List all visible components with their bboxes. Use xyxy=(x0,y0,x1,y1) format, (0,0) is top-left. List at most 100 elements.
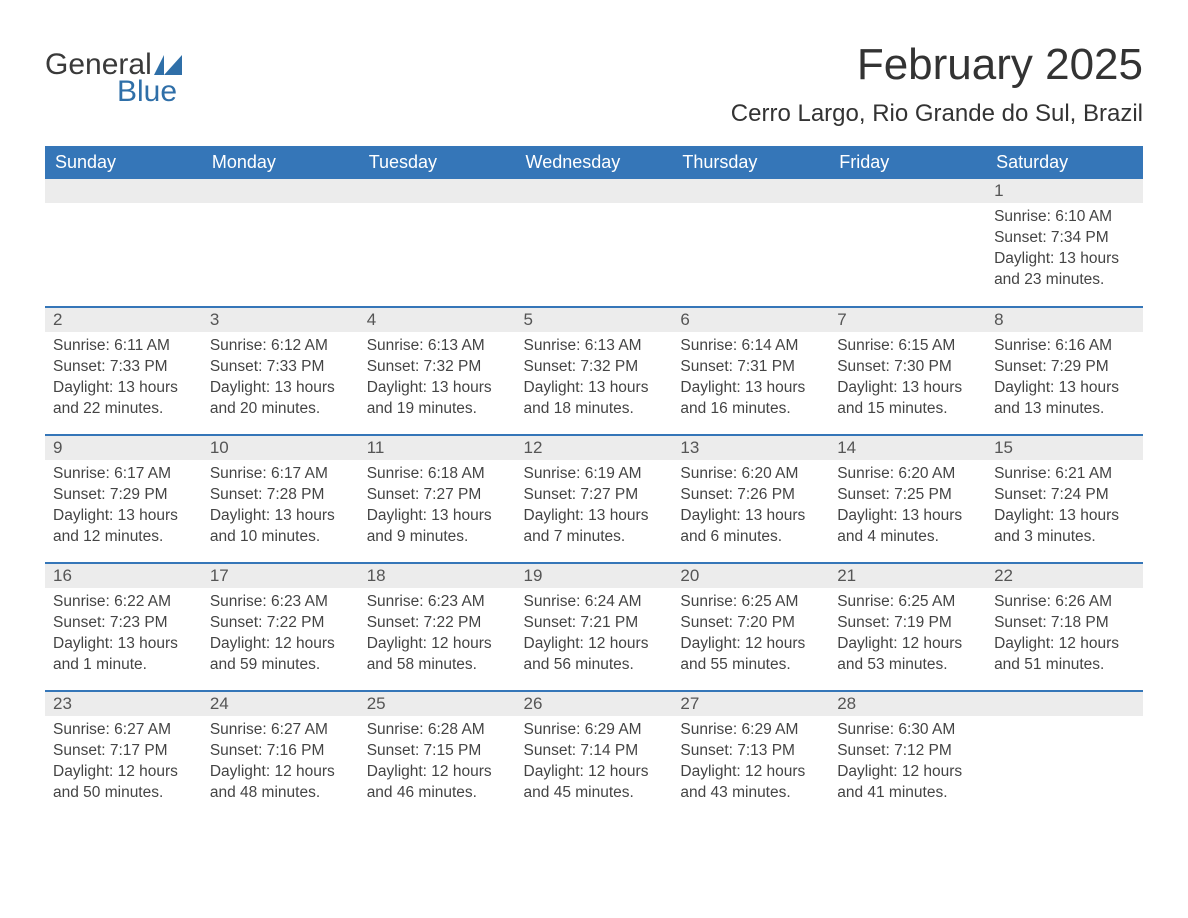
day-data: Sunrise: 6:19 AMSunset: 7:27 PMDaylight:… xyxy=(516,460,673,556)
day-data: Sunrise: 6:24 AMSunset: 7:21 PMDaylight:… xyxy=(516,588,673,684)
sunrise-text: Sunrise: 6:16 AM xyxy=(994,336,1135,357)
day-cell: 8Sunrise: 6:16 AMSunset: 7:29 PMDaylight… xyxy=(986,307,1143,435)
sunset-text: Sunset: 7:22 PM xyxy=(367,613,508,634)
day-data: Sunrise: 6:14 AMSunset: 7:31 PMDaylight:… xyxy=(672,332,829,428)
day-number xyxy=(829,179,986,203)
day-number: 26 xyxy=(516,692,673,716)
sunset-text: Sunset: 7:12 PM xyxy=(837,741,978,762)
day-cell xyxy=(202,179,359,307)
day-number: 11 xyxy=(359,436,516,460)
sunset-text: Sunset: 7:16 PM xyxy=(210,741,351,762)
sunset-text: Sunset: 7:23 PM xyxy=(53,613,194,634)
sunrise-text: Sunrise: 6:20 AM xyxy=(837,464,978,485)
day-number: 13 xyxy=(672,436,829,460)
day-number: 7 xyxy=(829,308,986,332)
sunset-text: Sunset: 7:27 PM xyxy=(524,485,665,506)
day-number: 28 xyxy=(829,692,986,716)
week-row: 2Sunrise: 6:11 AMSunset: 7:33 PMDaylight… xyxy=(45,307,1143,435)
sunset-text: Sunset: 7:32 PM xyxy=(524,357,665,378)
sunset-text: Sunset: 7:24 PM xyxy=(994,485,1135,506)
day-cell: 19Sunrise: 6:24 AMSunset: 7:21 PMDayligh… xyxy=(516,563,673,691)
day-data: Sunrise: 6:28 AMSunset: 7:15 PMDaylight:… xyxy=(359,716,516,812)
daylight-text: Daylight: 13 hours and 13 minutes. xyxy=(994,378,1135,420)
day-cell xyxy=(516,179,673,307)
daylight-text: Daylight: 12 hours and 50 minutes. xyxy=(53,762,194,804)
weekday-header: Wednesday xyxy=(516,146,673,179)
day-data: Sunrise: 6:29 AMSunset: 7:13 PMDaylight:… xyxy=(672,716,829,812)
month-title: February 2025 xyxy=(731,40,1143,90)
daylight-text: Daylight: 13 hours and 12 minutes. xyxy=(53,506,194,548)
sunset-text: Sunset: 7:28 PM xyxy=(210,485,351,506)
day-number: 20 xyxy=(672,564,829,588)
sunrise-text: Sunrise: 6:18 AM xyxy=(367,464,508,485)
day-cell: 6Sunrise: 6:14 AMSunset: 7:31 PMDaylight… xyxy=(672,307,829,435)
day-data: Sunrise: 6:29 AMSunset: 7:14 PMDaylight:… xyxy=(516,716,673,812)
day-data: Sunrise: 6:16 AMSunset: 7:29 PMDaylight:… xyxy=(986,332,1143,428)
sunset-text: Sunset: 7:15 PM xyxy=(367,741,508,762)
sunrise-text: Sunrise: 6:13 AM xyxy=(524,336,665,357)
day-cell: 10Sunrise: 6:17 AMSunset: 7:28 PMDayligh… xyxy=(202,435,359,563)
daylight-text: Daylight: 13 hours and 20 minutes. xyxy=(210,378,351,420)
sunset-text: Sunset: 7:14 PM xyxy=(524,741,665,762)
calendar-table: SundayMondayTuesdayWednesdayThursdayFrid… xyxy=(45,146,1143,819)
day-data: Sunrise: 6:11 AMSunset: 7:33 PMDaylight:… xyxy=(45,332,202,428)
daylight-text: Daylight: 13 hours and 3 minutes. xyxy=(994,506,1135,548)
day-cell: 5Sunrise: 6:13 AMSunset: 7:32 PMDaylight… xyxy=(516,307,673,435)
day-cell: 16Sunrise: 6:22 AMSunset: 7:23 PMDayligh… xyxy=(45,563,202,691)
daylight-text: Daylight: 12 hours and 56 minutes. xyxy=(524,634,665,676)
day-number: 14 xyxy=(829,436,986,460)
sunset-text: Sunset: 7:20 PM xyxy=(680,613,821,634)
sunrise-text: Sunrise: 6:27 AM xyxy=(53,720,194,741)
day-cell: 14Sunrise: 6:20 AMSunset: 7:25 PMDayligh… xyxy=(829,435,986,563)
sunset-text: Sunset: 7:19 PM xyxy=(837,613,978,634)
day-data: Sunrise: 6:20 AMSunset: 7:26 PMDaylight:… xyxy=(672,460,829,556)
sunrise-text: Sunrise: 6:29 AM xyxy=(524,720,665,741)
day-cell: 21Sunrise: 6:25 AMSunset: 7:19 PMDayligh… xyxy=(829,563,986,691)
flag-icon xyxy=(154,55,182,75)
sunrise-text: Sunrise: 6:10 AM xyxy=(994,207,1135,228)
day-number: 6 xyxy=(672,308,829,332)
daylight-text: Daylight: 12 hours and 55 minutes. xyxy=(680,634,821,676)
day-data: Sunrise: 6:20 AMSunset: 7:25 PMDaylight:… xyxy=(829,460,986,556)
week-row: 9Sunrise: 6:17 AMSunset: 7:29 PMDaylight… xyxy=(45,435,1143,563)
weekday-header-row: SundayMondayTuesdayWednesdayThursdayFrid… xyxy=(45,146,1143,179)
daylight-text: Daylight: 12 hours and 59 minutes. xyxy=(210,634,351,676)
logo-text-blue: Blue xyxy=(117,80,177,104)
day-number: 27 xyxy=(672,692,829,716)
day-cell: 26Sunrise: 6:29 AMSunset: 7:14 PMDayligh… xyxy=(516,691,673,819)
day-cell: 23Sunrise: 6:27 AMSunset: 7:17 PMDayligh… xyxy=(45,691,202,819)
sunrise-text: Sunrise: 6:12 AM xyxy=(210,336,351,357)
day-data: Sunrise: 6:10 AMSunset: 7:34 PMDaylight:… xyxy=(986,203,1143,299)
daylight-text: Daylight: 12 hours and 48 minutes. xyxy=(210,762,351,804)
day-data: Sunrise: 6:12 AMSunset: 7:33 PMDaylight:… xyxy=(202,332,359,428)
day-number: 2 xyxy=(45,308,202,332)
day-number: 4 xyxy=(359,308,516,332)
daylight-text: Daylight: 12 hours and 43 minutes. xyxy=(680,762,821,804)
sunrise-text: Sunrise: 6:15 AM xyxy=(837,336,978,357)
sunset-text: Sunset: 7:18 PM xyxy=(994,613,1135,634)
day-number xyxy=(672,179,829,203)
day-cell: 2Sunrise: 6:11 AMSunset: 7:33 PMDaylight… xyxy=(45,307,202,435)
day-number: 24 xyxy=(202,692,359,716)
sunrise-text: Sunrise: 6:23 AM xyxy=(210,592,351,613)
sunrise-text: Sunrise: 6:19 AM xyxy=(524,464,665,485)
header: General Blue February 2025 Cerro Largo, … xyxy=(45,40,1143,128)
day-cell: 24Sunrise: 6:27 AMSunset: 7:16 PMDayligh… xyxy=(202,691,359,819)
day-cell: 20Sunrise: 6:25 AMSunset: 7:20 PMDayligh… xyxy=(672,563,829,691)
sunset-text: Sunset: 7:31 PM xyxy=(680,357,821,378)
sunset-text: Sunset: 7:21 PM xyxy=(524,613,665,634)
day-cell: 27Sunrise: 6:29 AMSunset: 7:13 PMDayligh… xyxy=(672,691,829,819)
logo: General Blue xyxy=(45,40,182,104)
day-number: 16 xyxy=(45,564,202,588)
day-cell: 22Sunrise: 6:26 AMSunset: 7:18 PMDayligh… xyxy=(986,563,1143,691)
day-cell: 15Sunrise: 6:21 AMSunset: 7:24 PMDayligh… xyxy=(986,435,1143,563)
day-number: 8 xyxy=(986,308,1143,332)
day-data: Sunrise: 6:30 AMSunset: 7:12 PMDaylight:… xyxy=(829,716,986,812)
day-data: Sunrise: 6:13 AMSunset: 7:32 PMDaylight:… xyxy=(516,332,673,428)
title-block: February 2025 Cerro Largo, Rio Grande do… xyxy=(731,40,1143,128)
day-data: Sunrise: 6:23 AMSunset: 7:22 PMDaylight:… xyxy=(359,588,516,684)
daylight-text: Daylight: 13 hours and 19 minutes. xyxy=(367,378,508,420)
day-number: 15 xyxy=(986,436,1143,460)
location-label: Cerro Largo, Rio Grande do Sul, Brazil xyxy=(731,100,1143,128)
sunset-text: Sunset: 7:30 PM xyxy=(837,357,978,378)
